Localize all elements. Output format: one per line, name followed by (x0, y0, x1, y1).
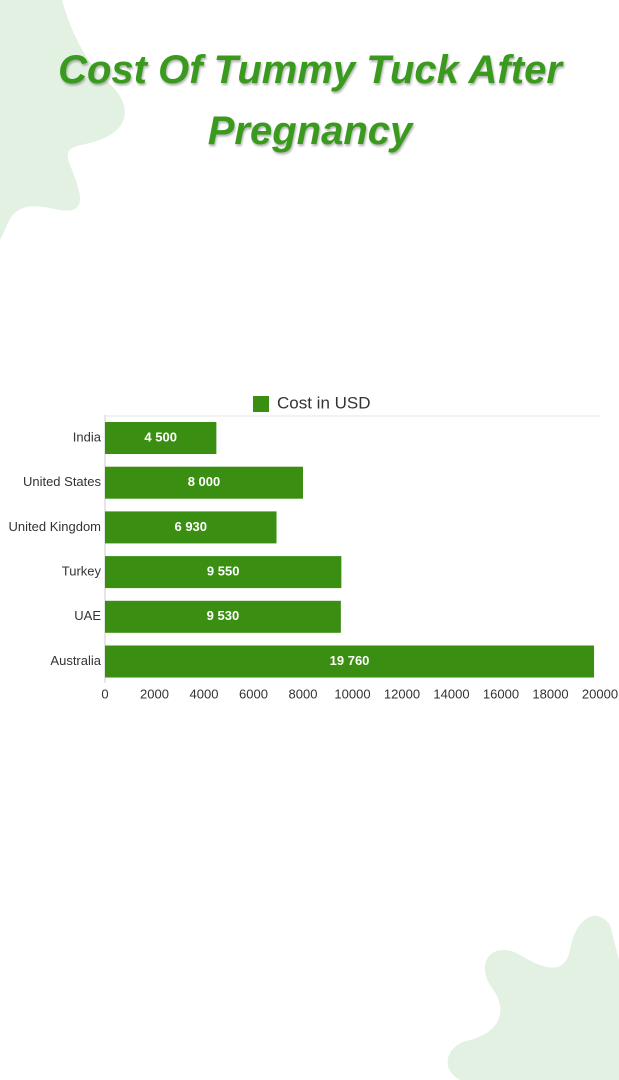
x-tick-label: 6000 (239, 686, 268, 701)
y-tick-label: UAE (74, 608, 101, 623)
bar (105, 422, 217, 454)
bar (105, 466, 303, 499)
decor-blob (447, 915, 619, 1080)
y-tick-label: United States (23, 474, 102, 489)
value-label: 8 000 (188, 474, 221, 489)
x-tick-label: 2000 (140, 686, 169, 701)
x-tick-label: 20000 (582, 686, 618, 701)
y-tick-label: Turkey (62, 564, 102, 579)
decor-blob (0, 0, 125, 240)
x-tick-label: 0 (101, 686, 108, 701)
x-tick-label: 4000 (190, 686, 219, 701)
legend-swatch (253, 396, 269, 412)
y-tick-label: Australia (50, 653, 101, 668)
x-tick-label: 18000 (532, 686, 568, 701)
x-tick-label: 10000 (334, 686, 370, 701)
bar (105, 645, 595, 678)
x-tick-label: 8000 (289, 686, 318, 701)
y-tick-label: India (73, 429, 102, 444)
value-label: 19 760 (330, 653, 370, 668)
legend-label: Cost in USD (277, 393, 371, 412)
x-tick-label: 12000 (384, 686, 420, 701)
bar (105, 511, 277, 544)
bar (105, 556, 342, 589)
x-tick-label: 14000 (433, 686, 469, 701)
x-tick-label: 16000 (483, 686, 519, 701)
bar (105, 600, 341, 633)
y-tick-label: United Kingdom (9, 519, 102, 534)
value-label: 9 530 (207, 608, 240, 623)
chart-title: Cost Of Tummy Tuck After Pregnancy (58, 48, 562, 153)
value-label: 6 930 (174, 519, 207, 534)
value-label: 4 500 (144, 429, 177, 444)
value-label: 9 550 (207, 564, 240, 579)
